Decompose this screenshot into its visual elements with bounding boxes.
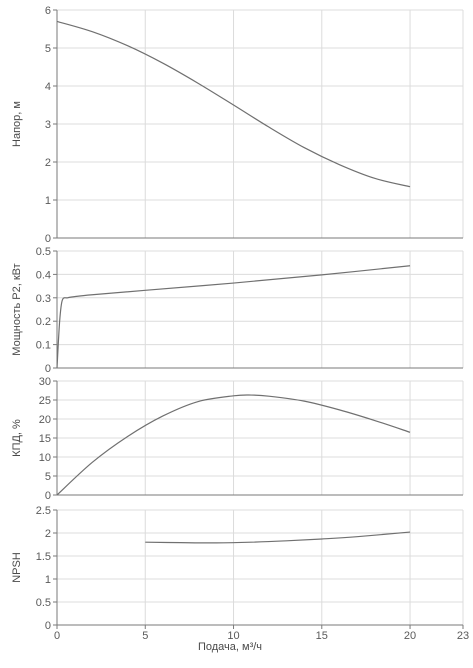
y-tick-label: 0.5 [36, 597, 51, 609]
y-tick-label: 0 [45, 233, 51, 245]
y-axis-title: КПД, % [11, 419, 23, 457]
y-tick-label: 2 [45, 157, 51, 169]
x-tick-label: 20 [404, 630, 416, 642]
y-tick-label: 0 [45, 363, 51, 375]
y-axis-title: Мощность Р2, кВт [11, 263, 23, 355]
y-tick-label: 1 [45, 195, 51, 207]
series-line [56, 394, 411, 496]
y-tick-label: 0.2 [36, 316, 51, 328]
y-tick-label: 5 [45, 471, 51, 483]
y-tick-label: 10 [39, 452, 51, 464]
y-tick-label: 0.5 [36, 246, 51, 258]
y-tick-label: 3 [45, 119, 51, 131]
x-tick-label: 10 [227, 630, 239, 642]
y-axis-title: Напор, м [11, 101, 23, 147]
y-tick-label: 0.3 [36, 293, 51, 305]
x-tick-label: 0 [54, 630, 60, 642]
y-tick-label: 2 [45, 528, 51, 540]
y-tick-label: 15 [39, 433, 51, 445]
y-tick-label: 1.5 [36, 551, 51, 563]
series-line [56, 20, 411, 188]
y-tick-label: 0.1 [36, 340, 51, 352]
x-tick-label: 5 [142, 630, 148, 642]
x-tick-label: 23 [457, 630, 469, 642]
y-tick-label: 6 [45, 5, 51, 17]
y-tick-label: 5 [45, 43, 51, 55]
y-tick-label: 0.4 [36, 269, 51, 281]
y-tick-label: 1 [45, 574, 51, 586]
y-tick-label: 20 [39, 414, 51, 426]
x-tick-label: 15 [316, 630, 328, 642]
y-tick-label: 4 [45, 81, 51, 93]
y-tick-label: 25 [39, 395, 51, 407]
x-axis-title: Подача, м³/ч [198, 641, 262, 653]
y-tick-label: 2.5 [36, 505, 51, 517]
y-axis-title: NPSH [11, 552, 23, 583]
series-line [145, 531, 411, 544]
y-tick-label: 30 [39, 376, 51, 388]
series-line [56, 265, 411, 369]
y-tick-label: 0 [45, 620, 51, 632]
y-tick-label: 0 [45, 490, 51, 502]
